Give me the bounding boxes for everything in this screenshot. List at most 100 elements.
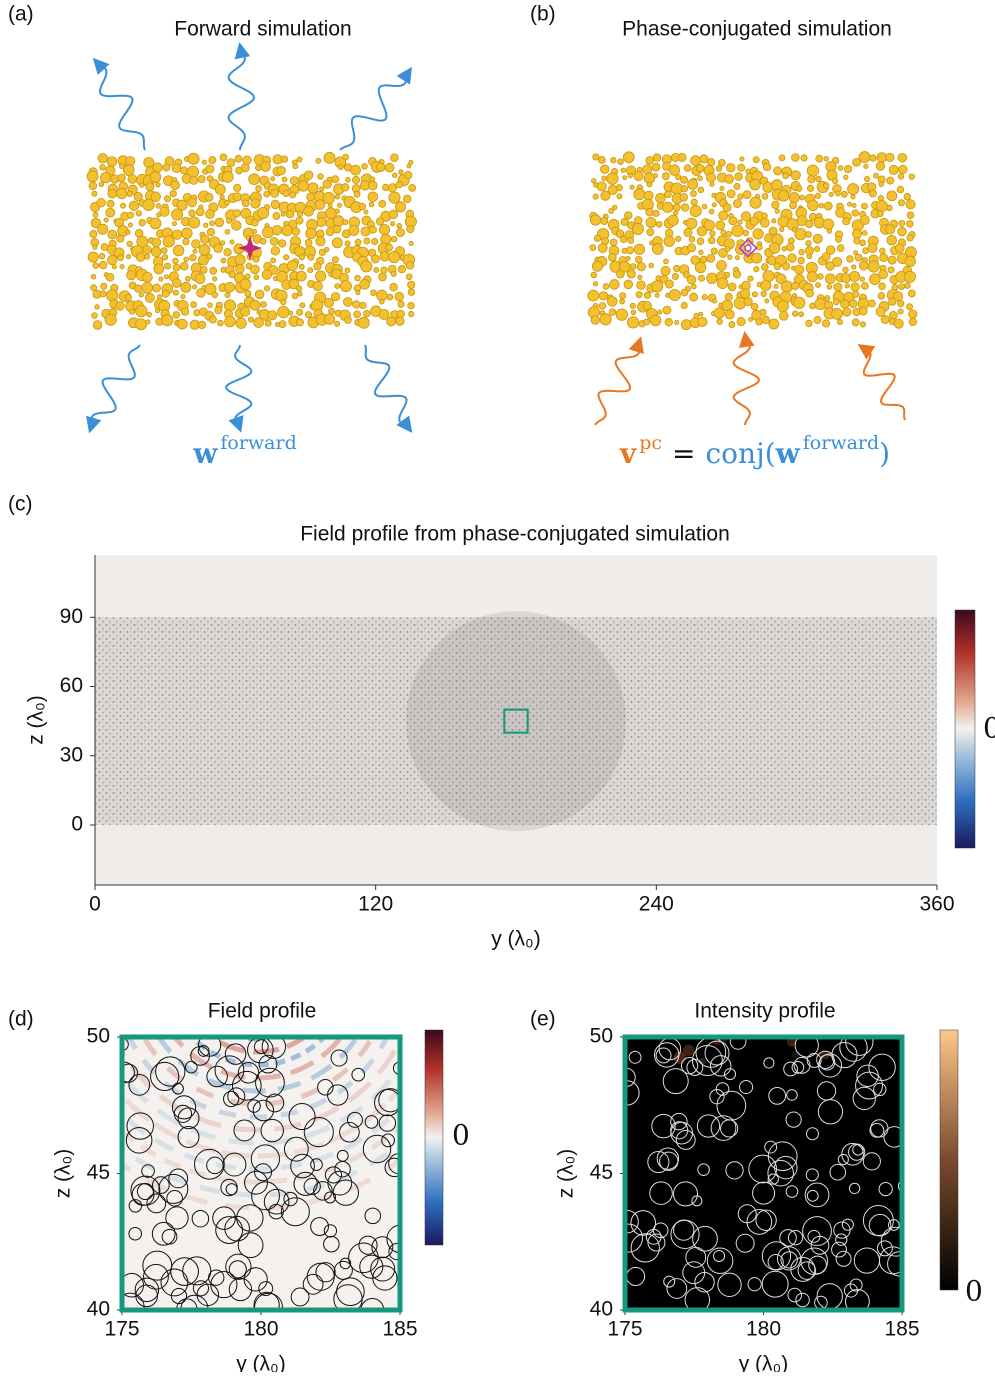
scatterer (394, 291, 405, 302)
field-ring (171, 1037, 345, 1081)
scatterer (288, 310, 294, 316)
scatterer (876, 152, 888, 163)
scatterer (127, 222, 134, 228)
scatterer (853, 250, 859, 256)
scatterer (833, 282, 843, 292)
scatterer (315, 270, 327, 282)
scatterer (370, 289, 377, 296)
scatterer (92, 211, 99, 218)
scatterer (170, 180, 180, 191)
scatterer (812, 233, 823, 244)
scatterer-outline (675, 1129, 696, 1150)
scatterer (672, 203, 681, 212)
scatterer (906, 220, 914, 228)
scatterer-outline (767, 1141, 798, 1172)
scatterer (600, 217, 609, 226)
scatterer (171, 208, 184, 221)
scatterer (160, 247, 168, 254)
scatterer (185, 275, 191, 282)
scatterer (688, 236, 696, 243)
scatterer-outline (206, 1156, 224, 1175)
scatterer (791, 281, 800, 291)
scatterer (395, 181, 403, 189)
scatterer (683, 228, 693, 237)
figure-content: (a) Forward simulation (b) Phase-conjugated… (8, 3, 995, 1376)
scatterer (760, 279, 772, 292)
scatterer (831, 308, 843, 320)
scatterer (619, 298, 625, 305)
scatterer (774, 208, 780, 214)
scatterer-outline (876, 1240, 893, 1257)
scatterer-outline (220, 1178, 238, 1197)
scatterer (107, 254, 118, 266)
scatterer (213, 243, 223, 254)
panel-label: (b) (530, 3, 556, 26)
panel-title: Phase-conjugated simulation (622, 18, 892, 41)
scatterer (223, 248, 232, 257)
scatterer (736, 317, 746, 327)
scatterer (850, 194, 856, 200)
equation-part: v (619, 437, 637, 470)
scatterer (217, 319, 224, 327)
scatterer-outline (839, 1037, 868, 1062)
scatterer-outline (122, 1272, 145, 1298)
scatterer-outline (324, 1166, 343, 1184)
scatterer (590, 271, 598, 279)
scatterer (358, 202, 367, 211)
scatterer (646, 228, 655, 237)
scatterer (251, 228, 257, 234)
scatterer (805, 231, 812, 238)
scatterer-outline (327, 1170, 353, 1196)
speckle (697, 911, 704, 918)
scatterer-outline (122, 1292, 145, 1310)
scatterer (643, 190, 654, 201)
scatterer (657, 309, 663, 315)
scatterer (281, 224, 293, 237)
scatterer (815, 175, 822, 183)
scatterer-outline (371, 1236, 394, 1259)
scatterer (353, 190, 361, 198)
scatterer (626, 269, 636, 279)
scatterer (253, 317, 264, 328)
scatterer (277, 305, 290, 319)
scatterer-outline (370, 1256, 396, 1282)
scatterer-outline (737, 1204, 757, 1224)
field-ring (122, 1104, 400, 1172)
scatterer (851, 264, 857, 270)
field-ring (126, 1037, 390, 1120)
scatterer (629, 302, 636, 309)
speckle (683, 1044, 695, 1057)
panel-label: (e) (530, 1008, 556, 1031)
scatterer (674, 173, 682, 181)
scatterer (708, 208, 715, 215)
scatterer (327, 203, 333, 209)
scatterer (403, 194, 412, 204)
speckle (844, 963, 850, 969)
scatterer (163, 274, 169, 280)
scatterer (332, 215, 345, 227)
scatterer-outline (883, 1126, 902, 1148)
scatterer (345, 177, 351, 183)
scatterer (724, 271, 731, 278)
scatterer (907, 289, 916, 298)
scatterer (370, 254, 380, 264)
x-tick-label: 360 (919, 893, 954, 916)
scatterer (353, 310, 361, 319)
scatterer-outline (691, 1045, 723, 1076)
scatterer-outline (254, 1163, 273, 1182)
scatterer-outline (697, 1163, 710, 1176)
scatterer (703, 219, 715, 231)
scatterer (823, 155, 829, 162)
scatterer (706, 254, 716, 263)
scatterer (686, 243, 697, 253)
scatterer-outline (849, 1278, 863, 1292)
scatterer (219, 240, 226, 246)
scatterer-outline (746, 1209, 773, 1235)
scatterer (342, 153, 349, 161)
scatterer (371, 238, 379, 246)
speckle (817, 954, 824, 961)
scatterer (250, 198, 261, 209)
scatterer (98, 181, 105, 188)
scatterer (680, 301, 688, 310)
scatterer (111, 264, 117, 270)
